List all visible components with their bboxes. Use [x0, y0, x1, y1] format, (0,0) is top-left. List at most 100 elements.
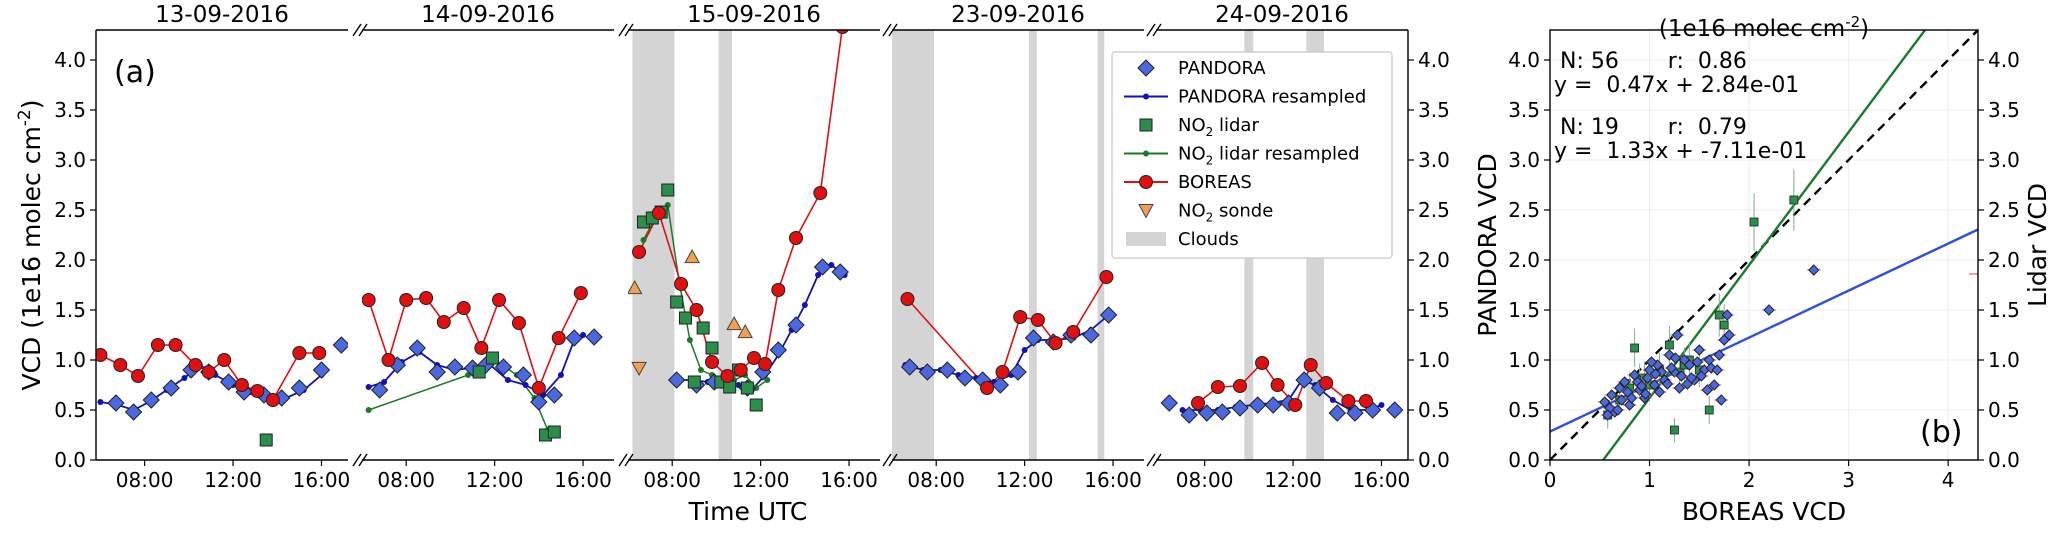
day-panel-15-09-2016: 08:00 12:00 16:00 15-09-2016 [618, 2, 880, 492]
pandora-scatter-point [1681, 378, 1694, 390]
legend-marker-box [1126, 232, 1166, 246]
y-tick-label-right: 1.0 [1988, 348, 2020, 372]
lidar-resampled-point [686, 337, 693, 343]
pandora-scatter-point [1665, 362, 1678, 374]
stats-line: N: 56 r: 0.86 [1560, 49, 1747, 74]
lidar-point [749, 398, 763, 412]
day-title: 14-09-2016 [421, 2, 555, 28]
pandora-point [1009, 363, 1027, 381]
plot-area [96, 336, 348, 447]
lidar-scatter-point [1749, 217, 1759, 227]
y-tick-label-right: 2.0 [1988, 248, 2020, 272]
boreas-point [381, 353, 396, 367]
lidar-point [259, 433, 273, 447]
lidar-point [740, 381, 754, 395]
x-tick-label: 08:00 [643, 468, 701, 492]
lidar-point [670, 295, 684, 309]
boreas-point [980, 381, 995, 395]
plot-area [362, 286, 603, 442]
y-tick-label: 0.5 [1508, 398, 1540, 422]
y-tick-label-right: 3.0 [1418, 148, 1450, 172]
boreas-point [733, 363, 748, 377]
pandora-point [312, 361, 331, 379]
boreas-point [265, 393, 280, 407]
boreas-point [131, 369, 145, 383]
pandora-point [1082, 326, 1100, 344]
boreas-point [900, 292, 915, 306]
y-tick-label: 1.5 [54, 298, 86, 322]
y-tick-label: 3.5 [1508, 98, 1540, 122]
boreas-point [651, 206, 666, 220]
boreas-point [1191, 396, 1205, 410]
pandora-scatter-point [1602, 409, 1614, 421]
pandora-resampled-point [557, 372, 564, 378]
boreas-line [367, 292, 582, 391]
lidar-point [485, 351, 499, 365]
boreas-point [436, 315, 451, 329]
y-tick-label: 3.0 [1508, 148, 1540, 172]
y-axis-label-sup: -2 [15, 109, 35, 126]
pandora-point [446, 358, 464, 376]
pandora-point [667, 371, 686, 389]
boreas-point [1288, 398, 1303, 412]
legend-label-rest: lidar [1213, 115, 1259, 136]
y-tick-label-right: 0.5 [1988, 398, 2020, 422]
lidar-point [696, 321, 710, 335]
plot-area [892, 30, 1118, 460]
axis-break-mark [1146, 23, 1162, 37]
pandora-scatter-point [1763, 304, 1775, 316]
lidar-point [705, 341, 719, 355]
boreas-point [632, 245, 647, 259]
legend-marker-triangle [1138, 204, 1154, 219]
pandora-point [1295, 371, 1313, 389]
y-tick-label: 3.5 [54, 98, 86, 122]
x-tick-label: 12:00 [1264, 468, 1322, 492]
pandora-point [585, 328, 603, 346]
pandora-scatter-point [1693, 344, 1706, 356]
boreas-point [995, 365, 1010, 379]
panel-b-frame [1549, 29, 1979, 461]
boreas-point [1270, 378, 1285, 392]
panel-b: 0 1 2 3 4 0.0 0.0 0.5 0.5 1.0 1.0 1.5 1.5 2.0 2.0 2.5 2.… [1473, 13, 2052, 526]
y-axis-label-left: PANDORA VCD [1473, 153, 1502, 336]
legend-label: NO2 lidar resampled [1178, 144, 1360, 168]
boreas-point [573, 286, 588, 300]
x-tick-label: 3 [1842, 468, 1855, 492]
pandora-resampled-point [504, 377, 511, 383]
axis-break-mark [618, 453, 634, 467]
stats-line: y = 0.47x + 2.84e-01 [1554, 73, 1799, 98]
pandora-point [530, 393, 548, 411]
pandora-point [545, 386, 564, 404]
pandora-resampled-point [365, 384, 372, 390]
y-tick-label-right: 2.5 [1418, 198, 1450, 222]
x-tick-label: 08:00 [907, 468, 965, 492]
boreas-point [1066, 325, 1081, 339]
y-tick-label: 0.0 [1508, 448, 1540, 472]
boreas-point [492, 293, 507, 307]
y-tick-label-right: 2.0 [1418, 248, 1450, 272]
boreas-point [474, 341, 489, 355]
lidar-scatter-point [1789, 195, 1799, 205]
pandora-resampled-point [181, 375, 188, 381]
boreas-point [188, 358, 203, 372]
y-tick-label-right: 1.0 [1418, 348, 1450, 372]
legend-marker-diamond [1137, 59, 1155, 77]
pandora-point [1386, 401, 1404, 419]
boreas-point [551, 331, 566, 345]
pandora-scatter-point [1625, 392, 1638, 404]
boreas-point [1233, 379, 1247, 393]
y-axis-label-right: Lidar VCD [2023, 183, 2052, 307]
axis-break-mark [882, 23, 898, 37]
x-tick-label: 4 [1942, 468, 1955, 492]
pandora-point [290, 379, 309, 397]
lidar-resampled-point [365, 407, 372, 413]
x-tick-label: 12:00 [466, 468, 524, 492]
legend-marker-dot [1143, 150, 1149, 157]
x-tick-label: 0 [1544, 468, 1557, 492]
day-title: 13-09-2016 [155, 2, 289, 28]
boreas-point [419, 291, 434, 305]
pandora-point [1160, 394, 1178, 412]
x-axis-label: Time UTC [688, 497, 808, 526]
pandora-resampled-point [381, 379, 388, 385]
